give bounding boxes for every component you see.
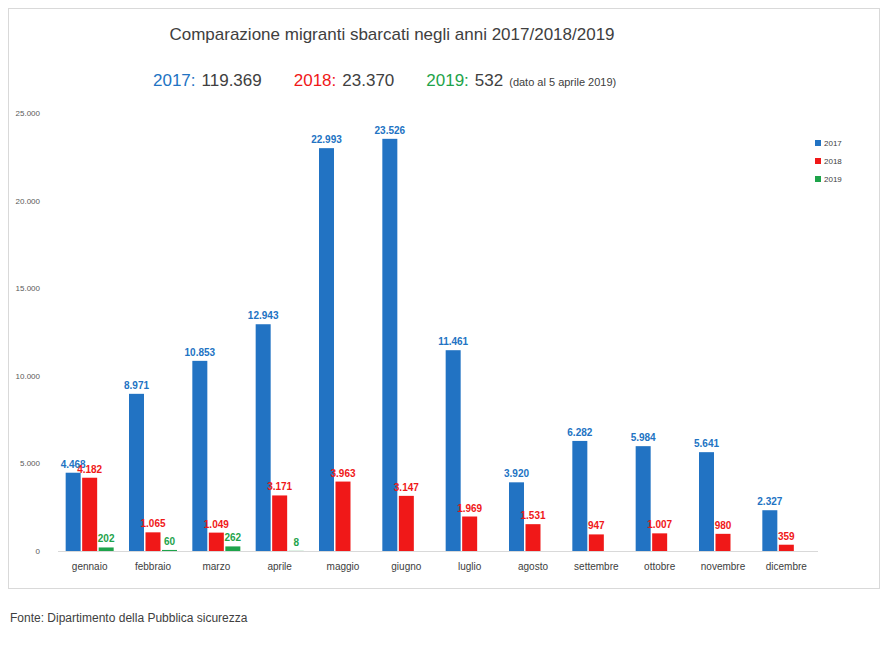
annotation-label: 2018: <box>294 71 337 90</box>
y-tick-label: 5.000 <box>20 459 41 468</box>
data-label: 3.171 <box>267 481 292 492</box>
bar <box>209 533 224 551</box>
data-label: 1.049 <box>204 519 229 530</box>
bar <box>716 534 731 551</box>
bar <box>762 510 777 551</box>
data-label: 5.984 <box>631 432 656 443</box>
bar <box>99 547 114 551</box>
x-tick-label: giugno <box>391 561 421 572</box>
annotation-note: (dato al 5 aprile 2019) <box>509 76 616 88</box>
bar <box>636 446 651 551</box>
x-tick-label: luglio <box>458 561 482 572</box>
bar <box>699 452 714 551</box>
data-label: 262 <box>224 532 241 543</box>
data-label: 1.969 <box>457 503 482 514</box>
data-label: 60 <box>164 536 176 547</box>
bar <box>572 441 587 551</box>
x-tick-label: febbraio <box>135 561 172 572</box>
subtitle: 2017: 119.369 2018: 23.370 2019: 532 (dato al … <box>153 71 616 90</box>
legend-swatch <box>815 176 821 182</box>
footnote: Fonte: Dipartimento della Pubblica sicur… <box>10 611 248 625</box>
data-label: 3.920 <box>504 468 529 479</box>
x-axis-line <box>58 551 818 552</box>
title: Comparazione migranti sbarcati negli ann… <box>169 25 614 44</box>
x-tick-label: settembre <box>574 561 619 572</box>
data-label: 2.327 <box>757 496 782 507</box>
bar <box>289 550 304 551</box>
bar <box>82 478 97 551</box>
data-label: 4.182 <box>77 464 102 475</box>
bar <box>336 482 351 551</box>
bar <box>225 546 240 551</box>
legend-label: 2018 <box>824 157 842 166</box>
data-label: 11.461 <box>438 336 468 347</box>
data-label: 8 <box>293 537 299 548</box>
bar <box>272 495 287 551</box>
data-label: 3.963 <box>330 468 355 479</box>
legend-label: 2019 <box>824 175 842 184</box>
data-label: 202 <box>98 533 115 544</box>
data-label: 23.526 <box>375 125 406 136</box>
data-label: 22.993 <box>311 134 342 145</box>
data-label: 12.943 <box>248 310 279 321</box>
data-label: 3.147 <box>394 482 419 493</box>
x-tick-label: novembre <box>701 561 746 572</box>
legend-swatch <box>815 158 821 164</box>
bar <box>399 496 414 551</box>
bar <box>526 524 541 551</box>
bar <box>589 534 604 551</box>
x-tick-label: maggio <box>327 561 360 572</box>
x-tick-label: aprile <box>267 561 292 572</box>
data-label: 10.853 <box>185 347 216 358</box>
bar <box>446 350 461 551</box>
annotation-text: 119.369 <box>202 71 262 90</box>
data-label: 980 <box>715 520 732 531</box>
annotation-text: 23.370 <box>342 71 394 90</box>
annotation-text: 532 <box>475 71 503 90</box>
x-tick-label: marzo <box>202 561 230 572</box>
bar <box>66 473 81 551</box>
y-tick-label: 0 <box>36 547 41 556</box>
legend-label: 2017 <box>824 139 842 148</box>
annotation-label: 2019: <box>426 71 469 90</box>
bar <box>146 532 161 551</box>
y-tick-label: 10.000 <box>16 372 41 381</box>
data-labels: 4.4688.97110.85312.94322.99323.52611.461… <box>61 125 795 548</box>
data-label: 6.282 <box>567 427 592 438</box>
y-tick-label: 15.000 <box>16 284 41 293</box>
data-label: 359 <box>778 531 795 542</box>
data-label: 8.971 <box>124 380 149 391</box>
data-label: 1.065 <box>140 518 165 529</box>
bar <box>256 324 271 551</box>
annotation-label: 2017: <box>153 71 196 90</box>
x-tick-label: agosto <box>518 561 548 572</box>
bar <box>319 148 334 551</box>
x-tick-label: dicembre <box>766 561 808 572</box>
bar <box>779 545 794 551</box>
bar <box>462 517 477 551</box>
bar <box>162 550 177 551</box>
chart: Comparazione migranti sbarcati negli ann… <box>0 0 890 652</box>
legend-swatch <box>815 140 821 146</box>
data-label: 1.531 <box>520 510 545 521</box>
data-label: 5.641 <box>694 438 719 449</box>
y-tick-label: 25.000 <box>16 109 41 118</box>
data-label: 1.007 <box>647 519 672 530</box>
bar <box>652 533 667 551</box>
x-tick-label: ottobre <box>644 561 676 572</box>
y-tick-label: 20.000 <box>16 197 41 206</box>
chart-frame <box>9 9 880 589</box>
bars <box>66 139 794 551</box>
data-label: 947 <box>588 520 605 531</box>
x-tick-label: gennaio <box>72 561 108 572</box>
